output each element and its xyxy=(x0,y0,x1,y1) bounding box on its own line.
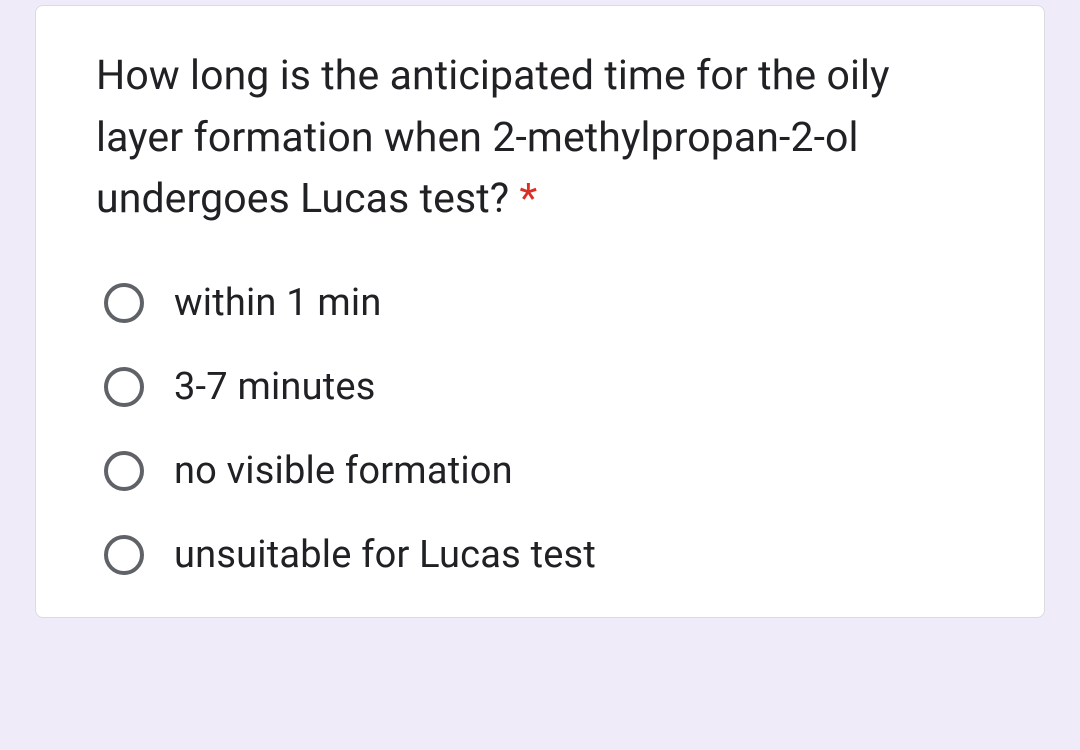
option-row[interactable]: no visible formation xyxy=(104,449,984,493)
option-label: no visible formation xyxy=(174,449,513,493)
required-asterisk: * xyxy=(519,175,537,223)
radio-icon[interactable] xyxy=(104,451,144,491)
option-label: 3-7 minutes xyxy=(174,365,376,409)
radio-icon[interactable] xyxy=(104,283,144,323)
option-label: within 1 min xyxy=(174,281,382,325)
radio-icon[interactable] xyxy=(104,535,144,575)
options-list: within 1 min 3-7 minutes no visible form… xyxy=(96,281,984,577)
radio-icon[interactable] xyxy=(104,367,144,407)
question-text: How long is the anticipated time for the… xyxy=(96,46,984,231)
option-row[interactable]: unsuitable for Lucas test xyxy=(104,533,984,577)
option-row[interactable]: within 1 min xyxy=(104,281,984,325)
option-row[interactable]: 3-7 minutes xyxy=(104,365,984,409)
question-card: How long is the anticipated time for the… xyxy=(35,5,1045,618)
option-label: unsuitable for Lucas test xyxy=(174,533,596,577)
question-body: How long is the anticipated time for the… xyxy=(96,52,890,223)
